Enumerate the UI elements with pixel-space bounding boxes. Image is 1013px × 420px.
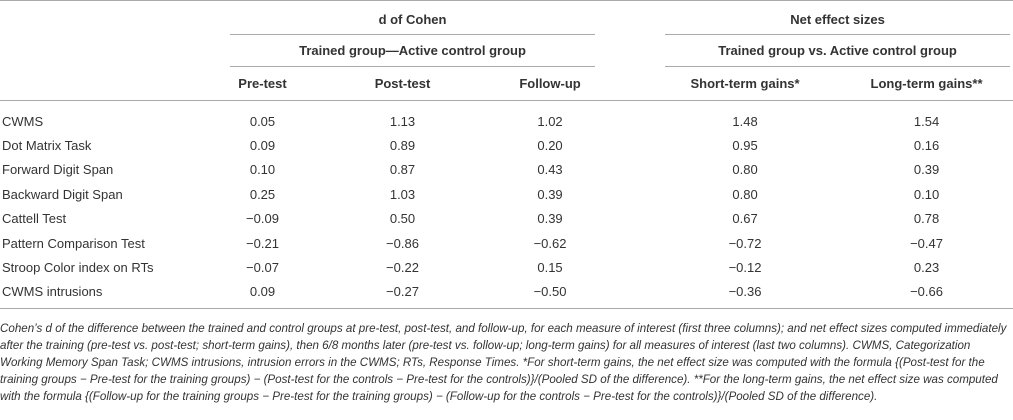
cell-value: −0.50 — [480, 279, 621, 310]
group-header: Net effect sizes — [665, 1, 1011, 35]
cell-value: −0.72 — [728, 235, 762, 251]
cell-value: 1.02 — [537, 113, 563, 129]
column-header: Long-term gains** — [840, 67, 1013, 101]
row-label: Backward Digit Span — [2, 186, 123, 202]
cell-value: 0.95 — [732, 138, 758, 154]
cell-value: 0.09 — [200, 279, 325, 310]
spacer-cell — [620, 231, 650, 255]
table-row: CWMS intrusions 0.09 −0.27 −0.50 −0.36 −0.66 — [0, 279, 1013, 310]
table-note: Cohen’s d of the difference between the … — [0, 322, 1007, 403]
cell-value: 0.39 — [537, 211, 563, 227]
subgroup-header: Trained group—Active control group — [230, 35, 596, 67]
table-row: CWMS 0.05 1.13 1.02 1.48 1.54 — [0, 101, 1013, 134]
cell-value: 0.80 — [732, 162, 758, 178]
cell-value: 0.78 — [913, 211, 940, 227]
table-row: Backward Digit Span 0.25 1.03 0.39 0.80 0.10 — [0, 182, 1013, 206]
spacer-cell — [620, 182, 650, 206]
cell-value: 0.05 — [249, 113, 276, 129]
row-label: Forward Digit Span — [2, 162, 114, 178]
row-label: Stroop Color index on RTs — [2, 260, 154, 276]
row-label: Pattern Comparison Test — [2, 235, 145, 251]
cell-value: 0.25 — [249, 186, 276, 202]
row-label: CWMS — [2, 113, 44, 129]
column-header: Pre-test — [200, 67, 325, 101]
table-row: Dot Matrix Task 0.09 0.89 0.20 0.95 0.16 — [0, 133, 1013, 157]
cell-value: 0.39 — [537, 186, 563, 202]
cell-value: −0.12 — [728, 260, 762, 276]
cell-value: 0.39 — [913, 162, 940, 178]
cell-value: 0.89 — [389, 138, 416, 154]
row-label: Cattell Test — [2, 211, 67, 227]
table-row: Forward Digit Span 0.10 0.87 0.43 0.80 0.39 — [0, 158, 1013, 182]
spacer-cell — [620, 207, 650, 231]
cell-value: 0.50 — [389, 211, 416, 227]
cell-value: −0.36 — [650, 279, 841, 310]
cell-value: 1.03 — [389, 186, 416, 202]
cell-value: 0.80 — [732, 186, 758, 202]
cell-value: −0.66 — [840, 279, 1013, 310]
column-header: Post-test — [325, 67, 480, 101]
row-label: CWMS intrusions — [0, 279, 200, 310]
results-table: d of Cohen Net effect sizes Trained grou… — [0, 0, 1013, 310]
cell-value: −0.86 — [386, 235, 419, 251]
cell-value: 1.13 — [389, 113, 416, 129]
cell-value: 0.23 — [913, 260, 940, 276]
cell-value: −0.27 — [325, 279, 480, 310]
cell-value: −0.07 — [246, 260, 279, 276]
cell-value: −0.21 — [246, 235, 279, 251]
cell-value: −0.62 — [533, 235, 567, 251]
cell-value: −0.47 — [910, 235, 943, 251]
spacer-cell — [620, 279, 651, 310]
cell-value: 1.48 — [732, 113, 758, 129]
cell-value: 0.43 — [537, 162, 563, 178]
table-row: Stroop Color index on RTs −0.07 −0.22 0.15 −… — [0, 255, 1013, 279]
cell-value: 0.87 — [389, 162, 416, 178]
column-header: Short-term gains* — [650, 67, 841, 101]
cell-value: 0.09 — [249, 138, 276, 154]
spacer-cell — [620, 255, 650, 279]
table-row: Pattern Comparison Test −0.21 −0.86 −0.62 −0… — [0, 231, 1013, 255]
column-header: Follow-up — [480, 67, 621, 101]
cell-value: 0.67 — [732, 211, 758, 227]
spacer-cell — [620, 101, 650, 134]
cell-value: 1.54 — [913, 113, 940, 129]
table-row: Cattell Test −0.09 0.50 0.39 0.67 0.78 — [0, 207, 1013, 231]
cell-value: −0.22 — [386, 260, 419, 276]
cell-value: 0.10 — [913, 186, 940, 202]
cell-value: 0.10 — [249, 162, 276, 178]
spacer-cell — [620, 158, 650, 182]
table-body: CWMS 0.05 1.13 1.02 1.48 1.54 Dot Matrix Task 0… — [0, 101, 1013, 310]
cell-value: 0.20 — [537, 138, 563, 154]
spacer-cell — [620, 133, 650, 157]
cell-value: 0.16 — [913, 138, 940, 154]
cell-value: 0.15 — [537, 260, 563, 276]
group-header: d of Cohen — [230, 1, 596, 35]
subgroup-header: Trained group vs. Active control group — [665, 35, 1011, 67]
cell-value: −0.09 — [246, 211, 279, 227]
row-label: Dot Matrix Task — [2, 138, 92, 154]
